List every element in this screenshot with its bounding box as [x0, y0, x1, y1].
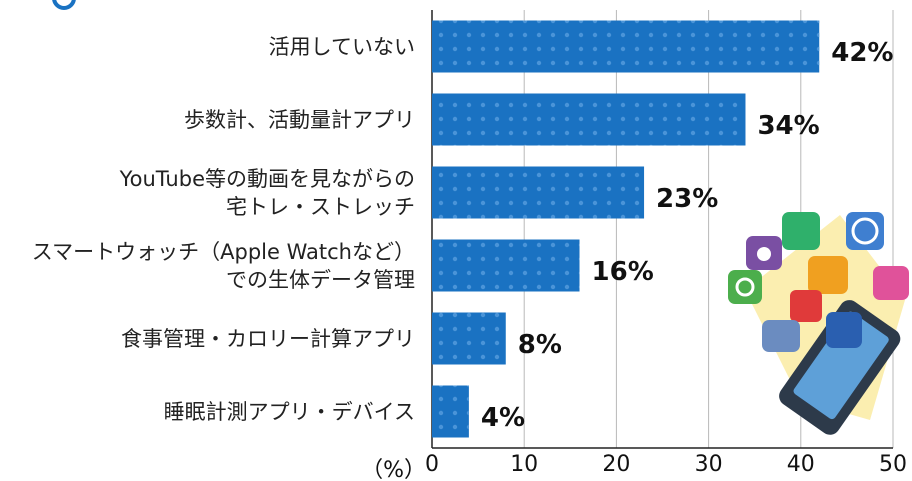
y-tick-label: 活用していない — [269, 33, 415, 61]
bar-group — [432, 167, 644, 219]
x-axis-label: （%） — [361, 452, 426, 481]
bar-group — [432, 313, 506, 365]
x-tick-label: 0 — [425, 452, 439, 477]
x-tick-label: 20 — [602, 452, 630, 477]
value-label: 8% — [518, 330, 562, 360]
value-label: 4% — [481, 403, 525, 433]
chart: （%） 0 10 20 30 40 50 活用していない 42% 歩数計、活動量計アプリ 34% Y… — [0, 0, 912, 481]
corner-icon — [54, 0, 74, 8]
y-tick-label: スマートウォッチ（Apple Watchなど） での生体データ管理 — [32, 238, 415, 294]
value-label: 16% — [592, 257, 654, 287]
bar-texture — [432, 313, 506, 365]
phone-illustration — [728, 212, 909, 439]
bar-texture — [432, 240, 580, 292]
x-tick-label: 10 — [510, 452, 538, 477]
x-tick-label: 50 — [879, 452, 907, 477]
x-tick-label: 40 — [787, 452, 815, 477]
bars — [432, 21, 819, 438]
bar-texture — [432, 386, 469, 438]
bar-group — [432, 386, 469, 438]
bar-group — [432, 240, 580, 292]
bar-texture — [432, 167, 644, 219]
value-label: 34% — [757, 111, 819, 141]
value-label: 42% — [831, 38, 893, 68]
value-label: 23% — [656, 184, 718, 214]
bar-group — [432, 21, 819, 73]
x-tick-label: 30 — [695, 452, 723, 477]
y-tick-label: 食事管理・カロリー計算アプリ — [121, 325, 415, 353]
y-tick-label: 歩数計、活動量計アプリ — [184, 106, 415, 134]
bar-texture — [432, 21, 819, 73]
bar-texture — [432, 94, 745, 146]
bar-group — [432, 94, 745, 146]
y-tick-label: YouTube等の動画を見ながらの 宅トレ・ストレッチ — [120, 165, 415, 221]
y-tick-label: 睡眠計測アプリ・デバイス — [164, 398, 415, 426]
